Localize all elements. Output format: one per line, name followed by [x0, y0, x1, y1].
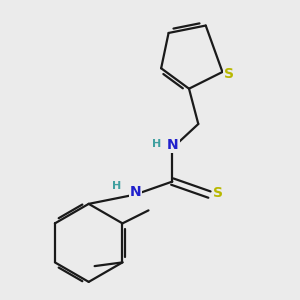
Text: S: S [224, 67, 234, 81]
Text: H: H [152, 139, 161, 149]
Text: N: N [130, 184, 142, 199]
Text: S: S [213, 186, 223, 200]
Text: H: H [112, 182, 121, 191]
Text: N: N [167, 138, 179, 152]
